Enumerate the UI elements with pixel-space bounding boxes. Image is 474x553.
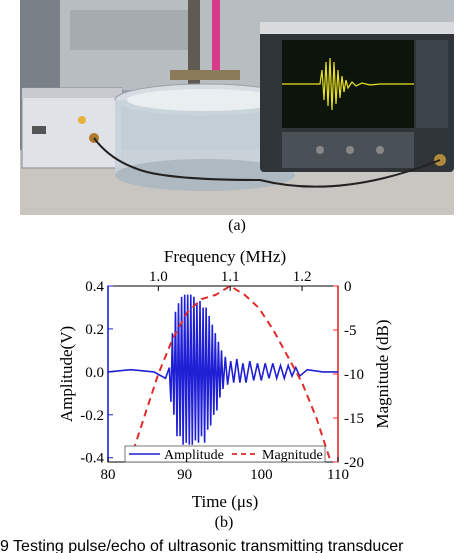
y-tick-label: 0.4 <box>85 279 104 295</box>
y2-tick-label: -10 <box>344 367 364 383</box>
y-tick-label: 0.2 <box>85 322 104 338</box>
subfigure-label-b: (b) <box>214 514 234 531</box>
lab-photo <box>20 0 454 215</box>
top-x-tick-label: 1.0 <box>149 269 168 285</box>
oscilloscope <box>260 22 454 172</box>
legend: Amplitude Magnitude <box>124 445 326 463</box>
y2-axis-title: Magnitude (dB) <box>373 319 392 428</box>
y-tick-label: -0.2 <box>80 408 104 424</box>
magnitude-series-line <box>128 284 332 463</box>
y-tick-label: -0.4 <box>80 451 104 467</box>
x-tick-label: 80 <box>101 467 116 483</box>
amplitude-series-line <box>107 294 338 445</box>
pulse-echo-chart: 80 90 100 110 1.0 1.1 1.2 0.4 0.2 0.0 -0.2 -0.4 0 -5 -… <box>57 247 392 511</box>
y-tick-label: 0.0 <box>85 365 104 381</box>
y-axis-title: Amplitude(V) <box>57 326 76 422</box>
top-x-axis-title: Frequency (MHz) <box>164 247 286 266</box>
figure-caption: 9 Testing pulse/echo of ultrasonic trans… <box>0 538 404 553</box>
y2-tick-label: -15 <box>344 411 364 427</box>
x-tick-label: 110 <box>327 467 349 483</box>
subfigure-label-a: (a) <box>228 217 246 234</box>
x-tick-label: 100 <box>250 467 273 483</box>
x-tick-label: 90 <box>177 467 192 483</box>
y2-tick-label: -20 <box>344 455 364 471</box>
x-axis-title: Time (μs) <box>192 492 259 511</box>
top-x-tick-label: 1.2 <box>293 269 312 285</box>
pulser-box <box>21 87 123 169</box>
legend-magnitude-label: Magnitude <box>262 448 323 463</box>
top-x-tick-label: 1.1 <box>221 269 240 285</box>
legend-amplitude-label: Amplitude <box>164 448 224 463</box>
y2-tick-label: -5 <box>344 323 357 339</box>
y2-tick-label: 0 <box>344 279 352 295</box>
